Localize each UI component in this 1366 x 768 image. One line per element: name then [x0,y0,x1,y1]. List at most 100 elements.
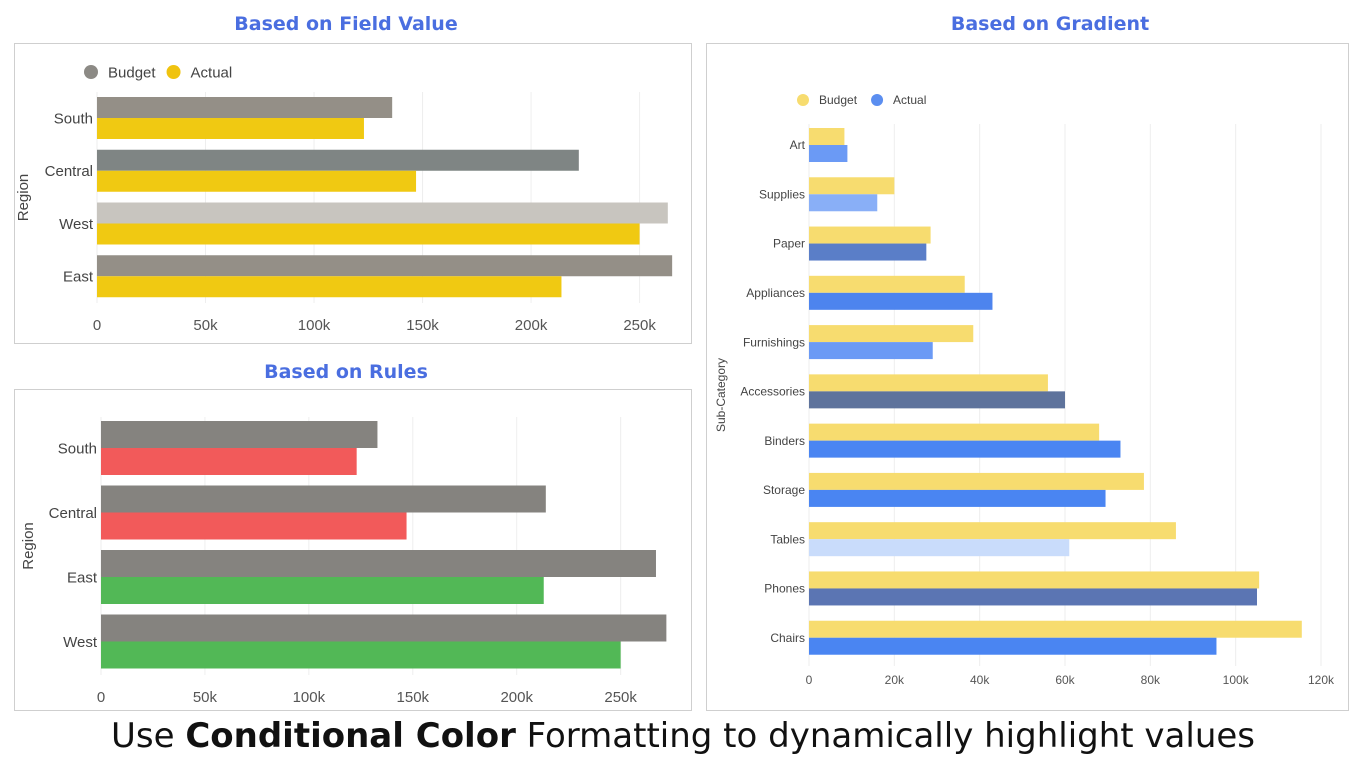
x-tick-label: 200k [500,689,533,706]
x-tick-label: 150k [397,689,430,706]
bar-budget-chairs [809,620,1302,638]
y-axis-label: Region [15,174,32,222]
chart-panel-rules: 0 50k 100k 150k 200k 250k South Central East West… [14,389,692,711]
bar-budget-binders [809,423,1100,441]
category-label: West [63,634,98,651]
bar-budget-east [97,255,673,277]
category-label: Storage [763,483,805,497]
x-tick-label: 50k [193,317,218,334]
bar-budget-art [809,128,845,145]
x-tick-label: 0 [806,673,813,687]
bar-actual-storage [809,489,1106,507]
legend-marker-budget [84,65,98,79]
bar-actual-supplies [809,194,878,212]
bar-actual-east [97,276,562,298]
bar-actual-phones [809,588,1257,606]
bar-budget-west [101,614,667,642]
bar-actual-east [101,577,544,604]
legend-label-budget: Budget [108,64,156,81]
bar-budget-furnishings [809,325,974,343]
bar-budget-accessories [809,374,1048,392]
x-tick-label: 100k [1223,673,1250,687]
bar-budget-south [101,421,378,448]
bar-actual-south [101,448,357,475]
bar-actual-appliances [809,292,993,310]
bar-actual-furnishings [809,342,933,360]
legend-marker-actual [871,94,884,106]
category-label: Central [45,163,93,180]
x-tick-label: 20k [885,673,905,687]
bar-actual-central [97,170,417,192]
x-tick-label: 120k [1308,673,1335,687]
bar-actual-tables [809,539,1070,557]
bar-budget-south [97,97,393,118]
bar-chart-rules: 0 50k 100k 150k 200k 250k South Central East West… [20,417,667,706]
category-label: East [67,569,98,586]
bar-budget-central [101,485,546,513]
x-tick-label: 250k [623,317,656,334]
legend-label-budget: Budget [819,93,858,107]
category-label: Appliances [746,286,805,300]
category-label: Art [790,138,806,152]
x-tick-label: 0 [93,317,101,334]
bar-budget-east [101,550,656,577]
y-axis-label: Sub-Category [714,358,728,432]
bar-budget-storage [809,472,1144,490]
caption-prefix: Use [111,716,186,756]
category-label: Tables [770,532,805,546]
bar-actual-west [97,223,640,245]
category-label: Furnishings [743,335,805,349]
category-label: Accessories [740,385,805,399]
category-label: Supplies [759,187,805,201]
category-label: Central [49,505,97,522]
bar-actual-chairs [809,637,1217,655]
bar-chart-field-value: 0 50k 100k 150k 200k 250k South Central West East… [15,64,673,334]
x-tick-label: 150k [406,317,439,334]
legend-label-actual: Actual [893,93,926,107]
bar-actual-paper [809,243,927,261]
x-tick-label: 0 [97,689,105,706]
category-label: West [59,216,94,233]
category-label: Phones [764,582,805,596]
bar-budget-paper [809,226,931,244]
chart-title-gradient: Based on Gradient [950,13,1150,35]
bar-budget-central [97,149,579,171]
bar-budget-west [97,202,668,224]
bar-chart-gradient: 0 20k 40k 60k 80k 100k 120k Art Supplies Paper App… [714,93,1335,687]
chart-title-field-value: Based on Field Value [234,13,458,35]
x-tick-label: 80k [1141,673,1161,687]
category-label: South [54,110,93,127]
bar-budget-appliances [809,275,965,293]
legend-marker-actual [166,65,181,79]
chart-title-rules: Based on Rules [264,361,428,383]
category-label: Paper [773,237,805,251]
bar-actual-central [101,512,407,540]
caption-suffix: Formatting to dynamically highlight valu… [515,716,1255,756]
y-axis-label: Region [20,522,37,570]
bar-actual-south [97,118,364,139]
bar-actual-accessories [809,391,1065,409]
bar-actual-west [101,641,621,669]
x-tick-label: 50k [193,689,218,706]
category-label: Binders [764,434,805,448]
category-label: East [63,269,94,286]
category-label: South [58,440,97,457]
category-label: Chairs [770,631,805,645]
bar-budget-phones [809,571,1260,589]
chart-panel-field-value: 0 50k 100k 150k 200k 250k South Central West East… [14,43,692,344]
legend-label-actual: Actual [191,64,233,81]
x-tick-label: 40k [970,673,990,687]
caption-highlight: Conditional Color [185,716,516,756]
x-tick-label: 100k [298,317,331,334]
bar-actual-binders [809,440,1121,458]
chart-panel-gradient: 0 20k 40k 60k 80k 100k 120k Art Supplies Paper App… [706,43,1349,711]
x-tick-label: 100k [293,689,326,706]
bar-actual-art [809,145,848,162]
x-tick-label: 250k [604,689,637,706]
caption: Use Conditional Color Formatting to dyna… [0,716,1366,756]
legend-marker-budget [797,94,809,106]
bar-budget-supplies [809,177,895,195]
x-tick-label: 200k [515,317,548,334]
x-tick-label: 60k [1055,673,1075,687]
bar-budget-tables [809,522,1176,540]
